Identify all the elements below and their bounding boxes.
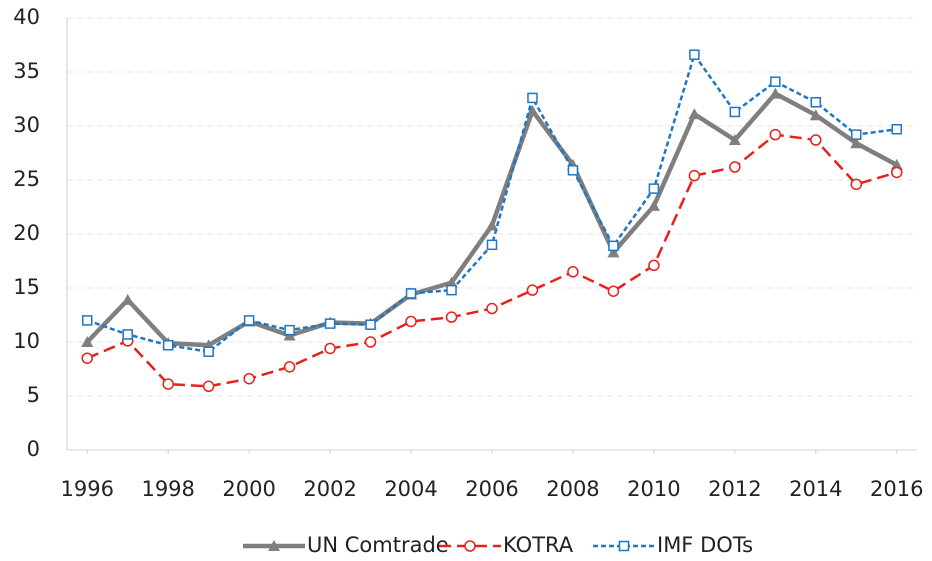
marker bbox=[203, 346, 214, 357]
legend-marker bbox=[268, 540, 280, 551]
marker bbox=[891, 166, 903, 179]
legend-label: IMF DOTs bbox=[657, 533, 753, 557]
marker bbox=[850, 178, 863, 191]
marker bbox=[284, 324, 295, 336]
x-tick-label: 2014 bbox=[789, 477, 842, 501]
marker bbox=[648, 183, 660, 194]
legend-marker bbox=[464, 540, 476, 552]
marker bbox=[567, 165, 579, 176]
marker bbox=[688, 169, 701, 182]
x-tick-label: 2010 bbox=[627, 477, 680, 501]
marker bbox=[486, 219, 498, 231]
marker bbox=[810, 134, 822, 146]
marker bbox=[729, 106, 741, 118]
marker bbox=[486, 239, 498, 251]
marker bbox=[445, 276, 458, 288]
marker bbox=[851, 129, 862, 140]
marker bbox=[243, 372, 255, 385]
marker bbox=[769, 128, 782, 141]
y-tick-label: 30 bbox=[13, 113, 40, 137]
marker bbox=[324, 318, 336, 329]
marker bbox=[162, 339, 174, 351]
marker bbox=[81, 315, 93, 326]
marker bbox=[850, 137, 863, 149]
marker bbox=[689, 49, 700, 60]
legend-label: KOTRA bbox=[503, 533, 574, 557]
marker bbox=[809, 109, 822, 121]
marker bbox=[647, 199, 660, 211]
y-tick-label: 25 bbox=[13, 167, 40, 191]
marker bbox=[526, 284, 539, 296]
marker bbox=[243, 315, 255, 326]
x-tick-label: 2000 bbox=[222, 477, 275, 501]
marker bbox=[648, 259, 660, 272]
marker bbox=[608, 240, 619, 252]
marker bbox=[527, 92, 538, 104]
marker bbox=[607, 285, 620, 297]
marker bbox=[728, 134, 741, 146]
marker bbox=[162, 378, 174, 390]
marker bbox=[446, 284, 457, 296]
legend-label: UN Comtrade bbox=[307, 533, 449, 557]
marker bbox=[607, 246, 620, 258]
y-tick-label: 10 bbox=[13, 329, 40, 353]
marker bbox=[81, 352, 93, 364]
x-tick-label: 2002 bbox=[303, 477, 356, 501]
marker bbox=[769, 87, 782, 99]
marker bbox=[122, 329, 133, 340]
legend-item: UN Comtrade bbox=[243, 533, 449, 557]
marker bbox=[324, 342, 336, 355]
y-tick-label: 35 bbox=[13, 59, 40, 83]
marker bbox=[810, 96, 822, 108]
marker bbox=[81, 336, 94, 347]
marker bbox=[770, 76, 781, 87]
legend-item: KOTRA bbox=[439, 533, 574, 557]
marker bbox=[445, 311, 458, 323]
marker bbox=[405, 288, 417, 299]
marker bbox=[891, 123, 903, 135]
marker bbox=[364, 336, 377, 348]
marker bbox=[729, 161, 741, 173]
marker bbox=[688, 108, 701, 120]
series bbox=[81, 49, 903, 357]
marker bbox=[486, 302, 498, 315]
x-tick-label: 1998 bbox=[141, 477, 194, 501]
marker bbox=[526, 104, 539, 116]
x-tick-label: 2008 bbox=[546, 477, 599, 501]
y-tick-label: 5 bbox=[27, 383, 40, 407]
marker bbox=[405, 315, 417, 328]
marker bbox=[202, 380, 215, 393]
legend-marker bbox=[618, 540, 630, 552]
y-tick-label: 40 bbox=[13, 5, 40, 29]
x-tick-label: 2016 bbox=[870, 477, 923, 501]
y-tick-label: 15 bbox=[13, 275, 40, 299]
x-tick-label: 2004 bbox=[384, 477, 437, 501]
marker bbox=[365, 319, 376, 330]
marker bbox=[890, 158, 903, 170]
x-tick-label: 2012 bbox=[708, 477, 761, 501]
legend-item: IMF DOTs bbox=[593, 533, 753, 557]
y-tick-label: 0 bbox=[27, 437, 40, 461]
marker bbox=[567, 266, 579, 278]
y-tick-label: 20 bbox=[13, 221, 40, 245]
marker bbox=[121, 293, 134, 305]
marker bbox=[283, 361, 296, 373]
x-tick-label: 1996 bbox=[61, 477, 114, 501]
x-tick-label: 2006 bbox=[465, 477, 518, 501]
